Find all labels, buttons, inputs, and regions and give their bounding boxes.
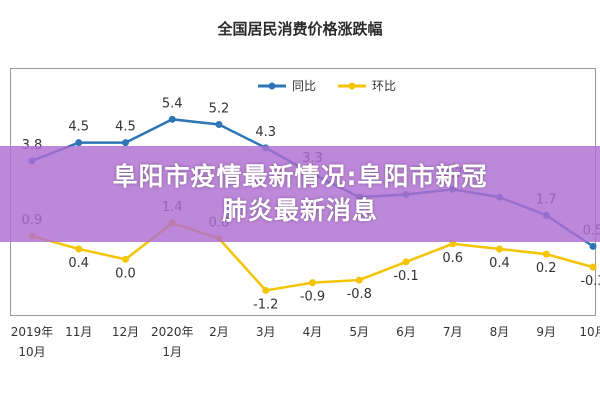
data-label-0-2: 4.5 xyxy=(115,120,136,135)
data-point-1-5 xyxy=(262,286,270,294)
data-label-1-11: 0.2 xyxy=(536,261,557,276)
data-point-1-8 xyxy=(402,258,410,266)
data-point-1-9 xyxy=(449,240,457,248)
headline-line-1: 阜阳市疫情最新情况:阜阳市新冠 xyxy=(112,162,488,191)
chart-title: 全国居民消费价格涨跌幅 xyxy=(217,20,383,38)
data-point-1-2 xyxy=(122,255,129,263)
data-label-1-12: -0.3 xyxy=(580,274,600,289)
data-label-1-5: -1.2 xyxy=(253,297,278,312)
data-point-1-12 xyxy=(589,263,597,271)
data-point-0-2 xyxy=(122,139,129,147)
headline-banner: 阜阳市疫情最新情况:阜阳市新冠 肺炎最新消息 xyxy=(0,146,600,242)
x-tick-label-5-0: 3月 xyxy=(256,325,276,339)
data-point-0-12 xyxy=(589,242,597,250)
data-label-1-1: 0.4 xyxy=(68,256,89,271)
x-tick-label-3-0: 2020年 xyxy=(151,325,194,339)
data-point-1-1 xyxy=(75,245,83,253)
x-tick-label-8-0: 6月 xyxy=(396,325,416,339)
data-point-1-11 xyxy=(542,250,550,258)
legend-label-0: 同比 xyxy=(292,79,316,93)
data-label-1-8: -0.1 xyxy=(393,269,418,284)
headline-line-2: 肺炎最新消息 xyxy=(221,196,378,225)
legend-marker-1 xyxy=(348,82,356,90)
data-label-0-5: 4.3 xyxy=(255,125,276,140)
data-point-0-1 xyxy=(75,139,83,147)
data-point-0-4 xyxy=(215,121,223,129)
x-tick-label-7-0: 5月 xyxy=(349,325,369,339)
x-tick-label-3-1: 1月 xyxy=(162,345,182,359)
data-label-1-2: 0.0 xyxy=(115,266,136,281)
data-point-1-6 xyxy=(309,279,316,287)
x-tick-label-12-0: 10月 xyxy=(579,325,600,339)
x-tick-label-11-0: 9月 xyxy=(536,325,556,339)
x-tick-label-10-0: 8月 xyxy=(490,325,510,339)
x-tick-label-0-1: 10月 xyxy=(18,345,45,359)
x-tick-label-6-0: 4月 xyxy=(303,325,323,339)
data-point-0-3 xyxy=(168,115,176,123)
x-tick-label-9-0: 7月 xyxy=(443,325,463,339)
data-label-1-10: 0.4 xyxy=(489,256,510,271)
x-tick-label-2-0: 12月 xyxy=(112,325,139,339)
data-point-1-7 xyxy=(355,276,363,284)
x-tick-label-1-0: 11月 xyxy=(65,325,92,339)
data-label-1-7: -0.8 xyxy=(347,287,372,302)
data-label-0-1: 4.5 xyxy=(68,120,89,135)
x-tick-label-0-0: 2019年 xyxy=(11,325,54,339)
data-label-0-3: 5.4 xyxy=(162,96,183,111)
data-label-0-4: 5.2 xyxy=(209,102,230,117)
legend-marker-0 xyxy=(268,82,276,90)
x-tick-label-4-0: 2月 xyxy=(209,325,229,339)
data-label-1-9: 0.6 xyxy=(442,251,463,266)
legend-label-1: 环比 xyxy=(372,79,396,93)
data-point-1-10 xyxy=(496,245,503,253)
data-label-1-6: -0.9 xyxy=(300,290,325,305)
